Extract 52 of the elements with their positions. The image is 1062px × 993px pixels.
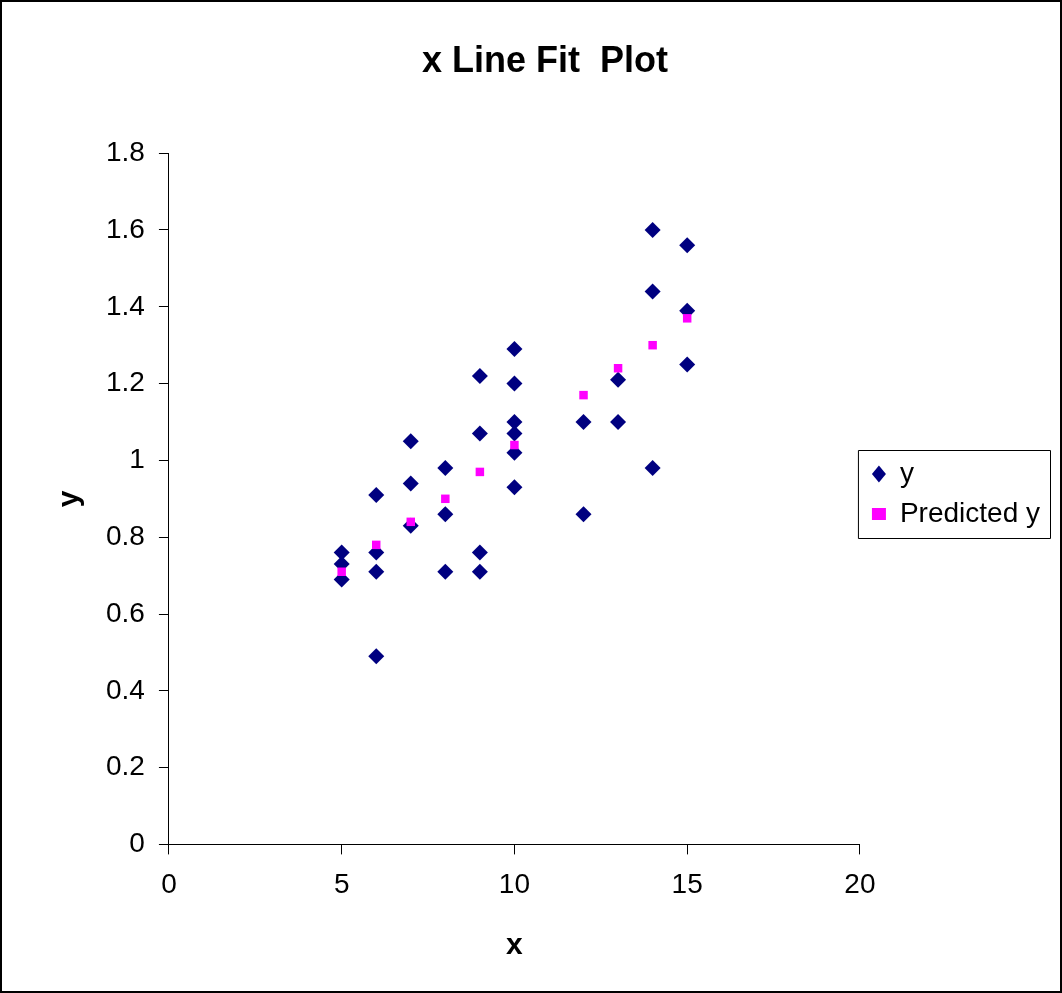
- point: [471, 563, 488, 580]
- y-tick-label: 1.2: [105, 366, 145, 398]
- y-tick-label: 1: [129, 443, 145, 475]
- point: [682, 314, 692, 323]
- x-tick-label: 20: [844, 867, 876, 899]
- point: [471, 425, 488, 442]
- x-tick-label: 5: [333, 867, 350, 899]
- legend-label: Predicted y: [899, 496, 1041, 528]
- legend-label: y: [899, 456, 914, 488]
- point: [337, 567, 346, 576]
- point: [679, 237, 696, 254]
- point: [610, 414, 627, 430]
- point: [402, 433, 419, 450]
- y-tick-label: 1.4: [105, 289, 145, 321]
- point: [648, 340, 657, 350]
- point: [437, 460, 454, 477]
- point: [368, 486, 385, 503]
- point: [575, 506, 592, 523]
- point: [368, 563, 385, 580]
- point: [510, 440, 519, 450]
- point: [575, 414, 592, 430]
- point: [368, 648, 385, 665]
- x-tick-label: 0: [161, 867, 177, 899]
- y-tick-label: 1.6: [105, 212, 145, 244]
- point: [437, 563, 454, 580]
- y-tick-label: 0.2: [105, 750, 145, 782]
- y-tick-label: 1.8: [105, 135, 145, 167]
- point: [471, 544, 488, 561]
- point: [644, 460, 661, 477]
- x-axis-title: x: [506, 927, 524, 961]
- point: [644, 283, 661, 300]
- point: [506, 375, 523, 392]
- point: [644, 222, 661, 238]
- y-tick-label: 0.8: [105, 519, 145, 551]
- y-tick-label: 0.4: [105, 673, 145, 705]
- chart-title: x Line Fit Plot: [421, 38, 669, 80]
- y-axis-title: y: [51, 490, 85, 508]
- point: [506, 479, 523, 496]
- point: [441, 494, 450, 504]
- point: [506, 425, 523, 442]
- point: [579, 390, 588, 400]
- point: [437, 506, 454, 523]
- point: [610, 371, 627, 388]
- point: [471, 367, 488, 384]
- point: [506, 341, 523, 358]
- point: [679, 356, 696, 373]
- x-tick-label: 10: [498, 867, 531, 899]
- y-tick-label: 0.6: [105, 596, 145, 628]
- x-tick-label: 15: [671, 867, 703, 899]
- point: [506, 414, 523, 430]
- point: [402, 475, 419, 492]
- y-tick-label: 0: [129, 827, 145, 859]
